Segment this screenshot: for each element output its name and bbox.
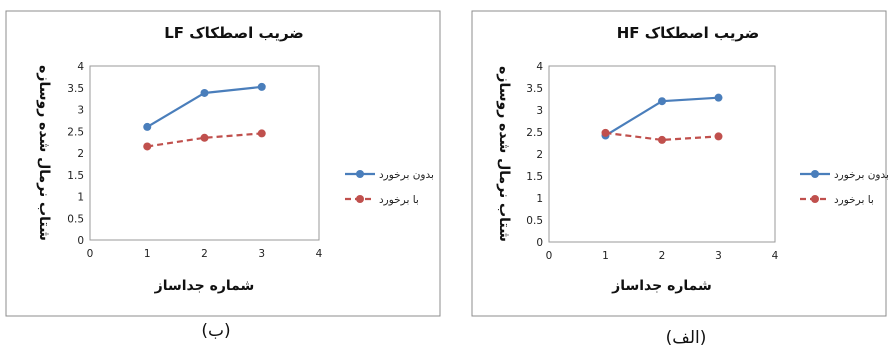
y-tick-label: 2.5	[67, 126, 84, 138]
panel-caption: (ب)	[201, 321, 230, 341]
y-tick-label: 0.5	[526, 215, 543, 227]
y-axis-label: شتاب نرمال شده روسازه	[36, 65, 52, 241]
legend-label: بدون برخورد	[379, 169, 434, 181]
y-tick-label: 2.5	[526, 127, 543, 139]
data-point	[658, 97, 666, 106]
data-point	[143, 142, 152, 151]
y-tick-label: 3.5	[526, 83, 543, 95]
data-point	[257, 82, 266, 91]
x-tick-label: 0	[546, 250, 553, 262]
y-tick-label: 0.5	[67, 213, 84, 225]
data-point	[200, 133, 209, 142]
y-tick-label: 3.5	[67, 83, 84, 95]
legend-label: با برخورد	[834, 194, 874, 206]
legend-marker	[356, 195, 364, 203]
data-point	[601, 128, 610, 137]
data-point	[257, 129, 266, 138]
y-tick-label: 4	[536, 61, 543, 73]
x-tick-label: 4	[772, 250, 779, 262]
x-tick-label: 2	[659, 250, 666, 262]
y-tick-label: 1	[536, 193, 543, 205]
panel-caption: (الف)	[666, 328, 707, 348]
legend-marker	[811, 195, 819, 203]
y-tick-label: 1.5	[526, 171, 543, 183]
y-tick-label: 4	[77, 61, 84, 73]
data-point	[658, 135, 666, 144]
y-tick-label: 3	[536, 105, 543, 117]
y-tick-label: 0	[536, 237, 543, 249]
x-tick-label: 0	[87, 248, 94, 260]
chart-title: ضریب اصطکاک HF	[617, 24, 760, 42]
data-point	[714, 93, 723, 102]
x-tick-label: 3	[715, 250, 722, 262]
y-tick-label: 0	[77, 235, 84, 247]
x-tick-label: 1	[144, 248, 151, 260]
series-line-2	[605, 131, 719, 142]
legend-marker	[356, 170, 364, 178]
legend-label: با برخورد	[379, 194, 419, 206]
x-tick-label: 4	[316, 248, 323, 260]
data-point	[143, 122, 152, 131]
y-axis-label: شتاب نرمال شده روسازه	[496, 66, 512, 242]
chart-title: ضریب اصطکاک LF	[164, 24, 304, 42]
x-tick-label: 1	[602, 250, 609, 262]
plot-area	[548, 65, 776, 243]
x-tick-label: 3	[258, 248, 265, 260]
data-point	[200, 88, 209, 97]
data-point	[714, 132, 723, 141]
y-tick-label: 3	[77, 105, 84, 117]
chart-panel-1: ضریب اصطکاک LF 0 0.5 1 1.5 2 2.5 3 3.5 4 0 1 2 3 4 شمار…	[5, 10, 441, 341]
y-tick-label: 1.5	[67, 170, 84, 182]
x-axis-label: شماره جداساز	[611, 278, 712, 294]
y-tick-label: 2	[536, 149, 543, 161]
y-tick-label: 1	[77, 192, 84, 204]
legend-marker	[811, 170, 819, 178]
legend-label: بدون برخورد	[834, 169, 889, 181]
x-axis-label: شماره جداساز	[154, 278, 255, 294]
chart-panel-2: ضریب اصطکاک HF 0 0.5 1 1.5 2 2.5 3 3.5 4 0 1 2 3 4 شمار…	[471, 10, 889, 348]
y-tick-label: 2	[77, 148, 84, 160]
x-tick-label: 2	[201, 248, 208, 260]
